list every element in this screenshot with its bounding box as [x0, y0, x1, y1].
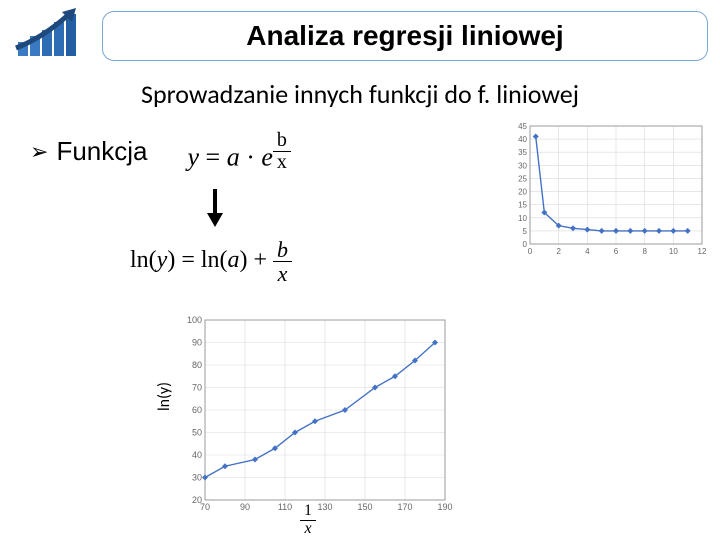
svg-text:100: 100	[187, 315, 202, 325]
svg-text:0: 0	[528, 247, 533, 256]
svg-text:12: 12	[698, 247, 707, 256]
svg-text:8: 8	[642, 247, 647, 256]
svg-text:50: 50	[192, 428, 202, 438]
bullet-label: Funkcja	[56, 136, 147, 167]
svg-text:15: 15	[518, 201, 527, 210]
svg-text:40: 40	[518, 135, 527, 144]
svg-text:80: 80	[192, 360, 202, 370]
svg-text:45: 45	[518, 122, 527, 131]
svg-text:110: 110	[278, 502, 292, 512]
svg-text:10: 10	[518, 214, 527, 223]
svg-text:70: 70	[192, 383, 202, 393]
svg-text:70: 70	[200, 502, 210, 512]
svg-text:4: 4	[585, 247, 590, 256]
svg-text:35: 35	[518, 148, 527, 157]
svg-text:30: 30	[518, 161, 527, 170]
chart-xlabel: 1x	[300, 503, 316, 538]
svg-text:2: 2	[556, 247, 561, 256]
svg-text:25: 25	[518, 174, 527, 183]
svg-text:90: 90	[240, 502, 250, 512]
svg-text:90: 90	[192, 338, 202, 348]
page-title: Analiza regresji liniowej	[119, 20, 691, 52]
svg-text:20: 20	[518, 188, 527, 197]
chart-ylabel: ln(y)	[155, 382, 174, 411]
svg-text:6: 6	[614, 247, 619, 256]
svg-text:10: 10	[669, 247, 678, 256]
subtitle: Sprowadzanie innych funkcji do f. liniow…	[0, 72, 720, 116]
svg-text:190: 190	[437, 502, 452, 512]
svg-text:150: 150	[357, 502, 372, 512]
chart-exponential: 051015202530354045024681012	[508, 120, 708, 260]
logo-icon	[12, 8, 92, 64]
title-box: Analiza regresji liniowej	[102, 11, 708, 61]
svg-text:130: 130	[317, 502, 332, 512]
svg-text:5: 5	[523, 227, 528, 236]
svg-text:60: 60	[192, 405, 202, 415]
chart-linearized: 20304050607080901007090110130150170190	[175, 310, 455, 520]
arrow-down-icon	[200, 187, 230, 232]
svg-text:170: 170	[397, 502, 412, 512]
bullet-marker: ➢	[30, 139, 48, 165]
svg-text:40: 40	[192, 450, 202, 460]
svg-text:30: 30	[192, 473, 202, 483]
equation-1: y = a · ebx	[187, 130, 290, 173]
